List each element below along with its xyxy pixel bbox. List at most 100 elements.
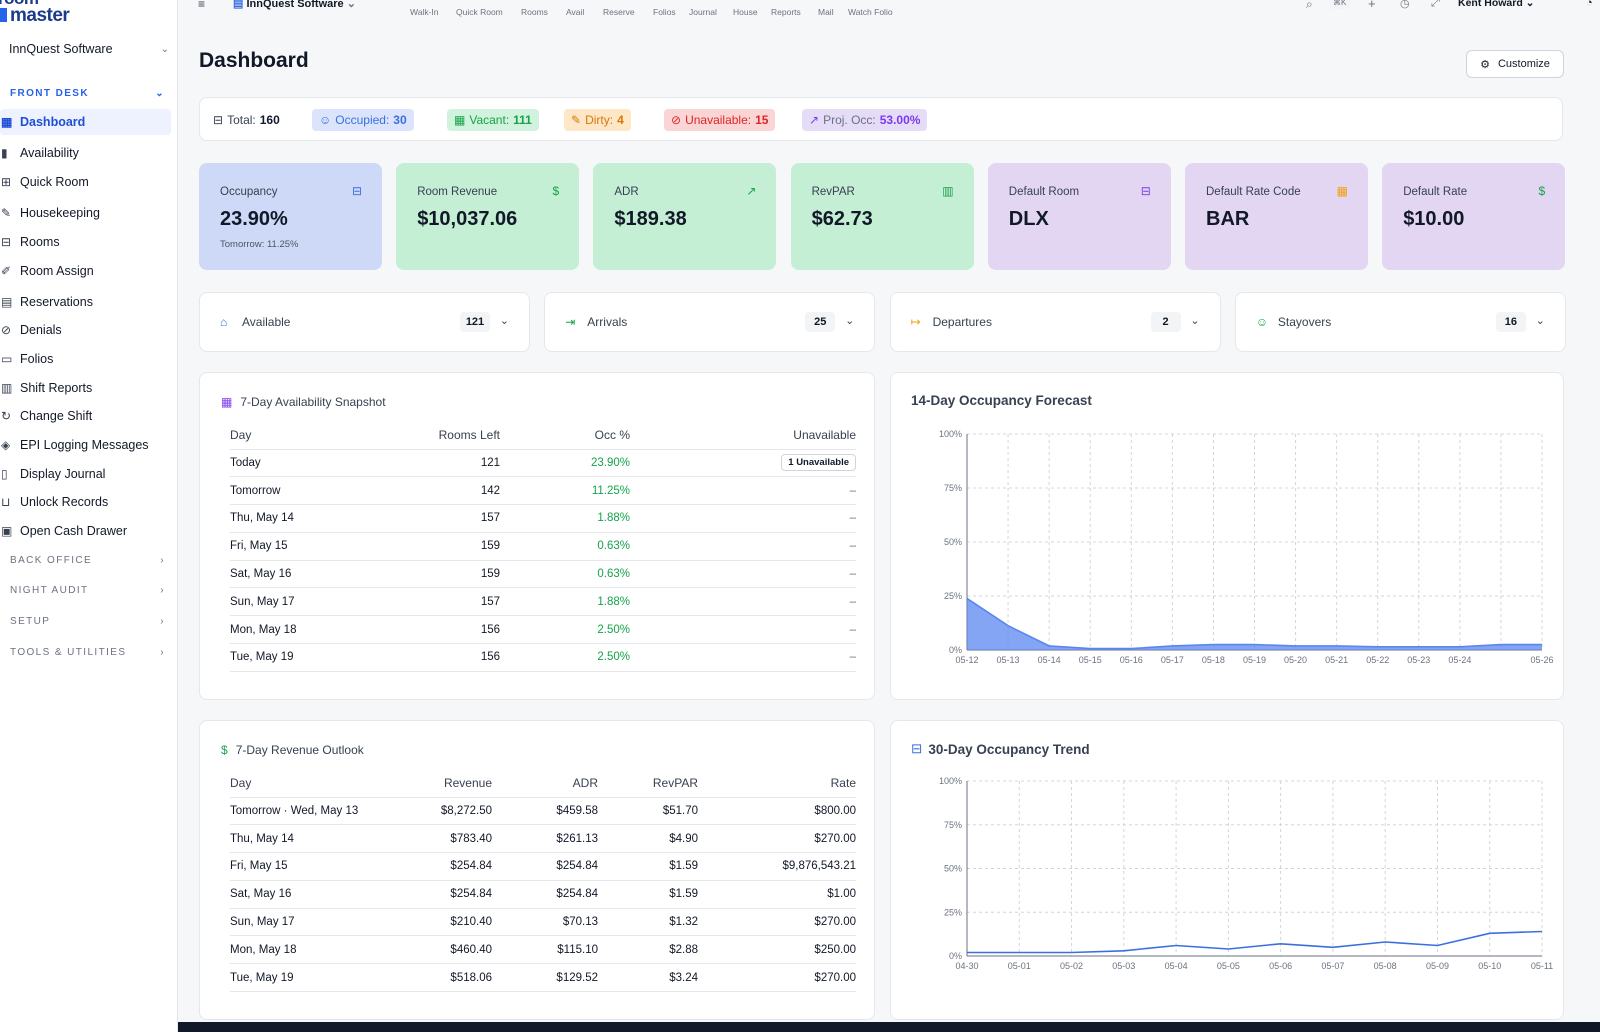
table-row[interactable]: Tue, May 19 156 2.50% – [230,643,856,672]
plus-icon[interactable]: + [1368,0,1376,11]
toolbar-house[interactable]: ⌒ House [733,0,758,17]
table-row[interactable]: Fri, May 15 $254.84 $254.84 $1.59 $9,876,543… [230,852,856,881]
table-row[interactable]: Sat, May 16 $254.84 $254.84 $1.59 $1.00 [230,880,856,909]
column-header-rate[interactable]: Rate [698,769,856,798]
kpi-adr[interactable]: ADR ↗ $189.38 [593,163,777,270]
sidebar-item-label: Housekeeping [20,206,100,220]
column-header-revenue[interactable]: Revenue [400,769,492,798]
table-row[interactable]: Mon, May 18 $460.40 $115.10 $2.88 $250.00 [230,935,856,965]
kpi-default-rate-code[interactable]: Default Rate Code ▦ BAR [1185,163,1368,270]
sidebar-item-open-cash-drawer[interactable]: ▣ Open Cash Drawer [0,518,171,544]
kpi-revpar[interactable]: RevPAR ▥ $62.73 [790,163,974,270]
chevron-down-icon[interactable]: ⌄ [1190,315,1200,327]
toolbar-reports[interactable]: ⌒ Reports [771,0,801,17]
x-tick-label: 05-07 [1321,961,1344,971]
user-menu[interactable]: Kent Howard ⌄ [1458,0,1534,9]
sidebar-item-shift-reports[interactable]: ▥ Shift Reports [0,375,171,401]
customize-button[interactable]: ⚙ Customize [1466,50,1564,78]
section-front-desk[interactable]: FRONT DESK ⌄ [0,88,165,99]
stat-dirty[interactable]: ✎ Dirty: 4 [564,109,631,131]
sidebar-item-availability[interactable]: ▮ Availability [0,140,171,166]
property-selector[interactable]: InnQuest Software ⌄ [9,42,169,56]
count-badge: 16 [1495,312,1526,332]
toolbar-reserve[interactable]: ⌒ Reserve [603,0,635,17]
cell-unavailable: – [630,587,856,617]
toolbar-quick-room[interactable]: ⌒ Quick Room [456,0,503,17]
app-logo[interactable]: room master [0,0,70,25]
toolbar-mail[interactable]: ⌒ Mail [818,0,834,17]
chevron-down-icon[interactable]: ⌄ [845,315,855,327]
section-setup[interactable]: SETUP › [0,616,165,627]
sidebar-item-reservations[interactable]: ▤ Reservations [0,289,171,315]
search-icon[interactable]: ⌕ [1306,0,1313,11]
toolbar-rooms[interactable]: ⌒ Rooms [521,0,548,17]
chevron-down-icon[interactable]: ⌄ [1535,315,1545,327]
table-row[interactable]: Tomorrow · Wed, May 13 $8,272.50 $459.58 $5… [230,797,856,826]
column-header-unavailable[interactable]: Unavailable [630,421,856,450]
table-row[interactable]: Tomorrow 142 11.25% – [230,476,856,506]
toolbar-walk-in[interactable]: ⌒ Walk-In [410,0,439,17]
hamburger-menu-icon[interactable]: ≡ [198,0,206,11]
toolbar-avail[interactable]: ⌒ Avail [566,0,584,17]
sidebar-item-quick-room[interactable]: ⊞ Quick Room [0,169,171,195]
column-header-revpar[interactable]: RevPAR [598,769,698,798]
table-row[interactable]: Today 121 23.90% 1 Unavailable [230,449,856,478]
column-header-day[interactable]: Day [230,421,400,450]
table-row[interactable]: Sun, May 17 157 1.88% – [230,587,856,617]
history-icon[interactable]: ◷ [1400,0,1410,10]
sidebar-item-change-shift[interactable]: ↻ Change Shift [0,403,171,429]
section-back-office[interactable]: BACK OFFICE › [0,555,165,566]
cell-adr: $459.58 [492,797,598,826]
table-row[interactable]: Thu, May 14 157 1.88% – [230,504,856,533]
column-header-occ[interactable]: Occ % [500,421,630,450]
unlock-icon: ⊔ [1,495,11,509]
panel-arrivals[interactable]: ⇥ Arrivals 25 ⌄ [544,292,876,352]
toolbar-folios[interactable]: ⌒ Folios [653,0,676,17]
topbar-property-selector[interactable]: ▤ InnQuest Software ⌄ [233,0,356,10]
sidebar-item-folios[interactable]: ▭ Folios [0,346,171,372]
table-row[interactable]: Tue, May 19 $518.06 $129.52 $3.24 $270.00 [230,963,856,993]
x-tick-label: 05-12 [955,655,978,665]
sidebar-item-label: Denials [20,323,62,337]
column-header-day[interactable]: Day [230,769,400,798]
kpi-default-room[interactable]: Default Room ⊟ DLX [987,163,1171,270]
sidebar-item-display-journal[interactable]: ▯ Display Journal [0,461,171,487]
stat-unavailable[interactable]: ⊘ Unavailable: 15 [664,109,776,131]
stat-total[interactable]: ⊟ Total: 160 [206,109,287,131]
section-tools-utilities[interactable]: TOOLS & UTILITIES › [0,647,165,658]
table-row[interactable]: Thu, May 14 $783.40 $261.13 $4.90 $270.00 [230,824,856,854]
sidebar-item-room-assign[interactable]: ✐ Room Assign [0,258,171,284]
section-night-audit[interactable]: NIGHT AUDIT › [0,585,165,596]
column-header-rooms-left[interactable]: Rooms Left [400,421,500,450]
kpi-default-rate[interactable]: Default Rate $ $10.00 [1382,163,1566,270]
occupancy-forecast-card: 14-Day Occupancy Forecast 0% 25% 50% 75% 100… [890,372,1564,700]
panel-stayovers[interactable]: ☺ Stayovers 16 ⌄ [1234,292,1566,352]
toolbar-watch-folio[interactable]: ⌒ Watch Folio [848,0,893,17]
sidebar-item-housekeeping[interactable]: ✎ Housekeeping [0,200,171,226]
stat-occupied[interactable]: ☺ Occupied: 30 [312,109,414,131]
column-header-adr[interactable]: ADR [492,769,598,798]
help-icon[interactable]: ◔ [1586,0,1593,9]
panel-departures[interactable]: ↦ Departures 2 ⌄ [889,292,1221,352]
sidebar-item-rooms[interactable]: ⊟ Rooms [0,229,171,255]
calendar-icon: ▤ [1,295,13,309]
sidebar-item-denials[interactable]: ⊘ Denials [0,317,171,343]
toolbar-journal[interactable]: ⌒ Journal [689,0,717,17]
kpi-label: Room Revenue [417,186,498,198]
table-row[interactable]: Sat, May 16 159 0.63% – [230,560,856,589]
unavailable-badge[interactable]: 1 Unavailable [781,454,856,472]
kpi-room-revenue[interactable]: Room Revenue $ $10,037.06 [396,163,580,270]
sidebar-item-dashboard[interactable]: ▦ Dashboard [0,109,171,135]
sidebar-item-epi-logging-messages[interactable]: ◈ EPI Logging Messages [0,432,171,458]
panel-available[interactable]: ⌂ Available 121 ⌄ [199,292,530,352]
kpi-occupancy[interactable]: Occupancy ⊟ 23.90% Tomorrow: 11.25% [199,163,382,270]
table-row[interactable]: Mon, May 18 156 2.50% – [230,615,856,645]
chevron-down-icon[interactable]: ⌄ [499,315,509,327]
sidebar-item-unlock-records[interactable]: ⊔ Unlock Records [0,489,171,515]
stat-vacant[interactable]: ▦ Vacant: 111 [447,109,539,131]
stat-projected-occupancy[interactable]: ↗ Proj. Occ: 53.00% [802,109,928,131]
table-row[interactable]: Fri, May 15 159 0.63% – [230,532,856,561]
cell-adr: $254.84 [492,852,598,881]
expand-icon[interactable]: ⤢ [1431,0,1440,9]
table-row[interactable]: Sun, May 17 $210.40 $70.13 $1.32 $270.00 [230,908,856,937]
